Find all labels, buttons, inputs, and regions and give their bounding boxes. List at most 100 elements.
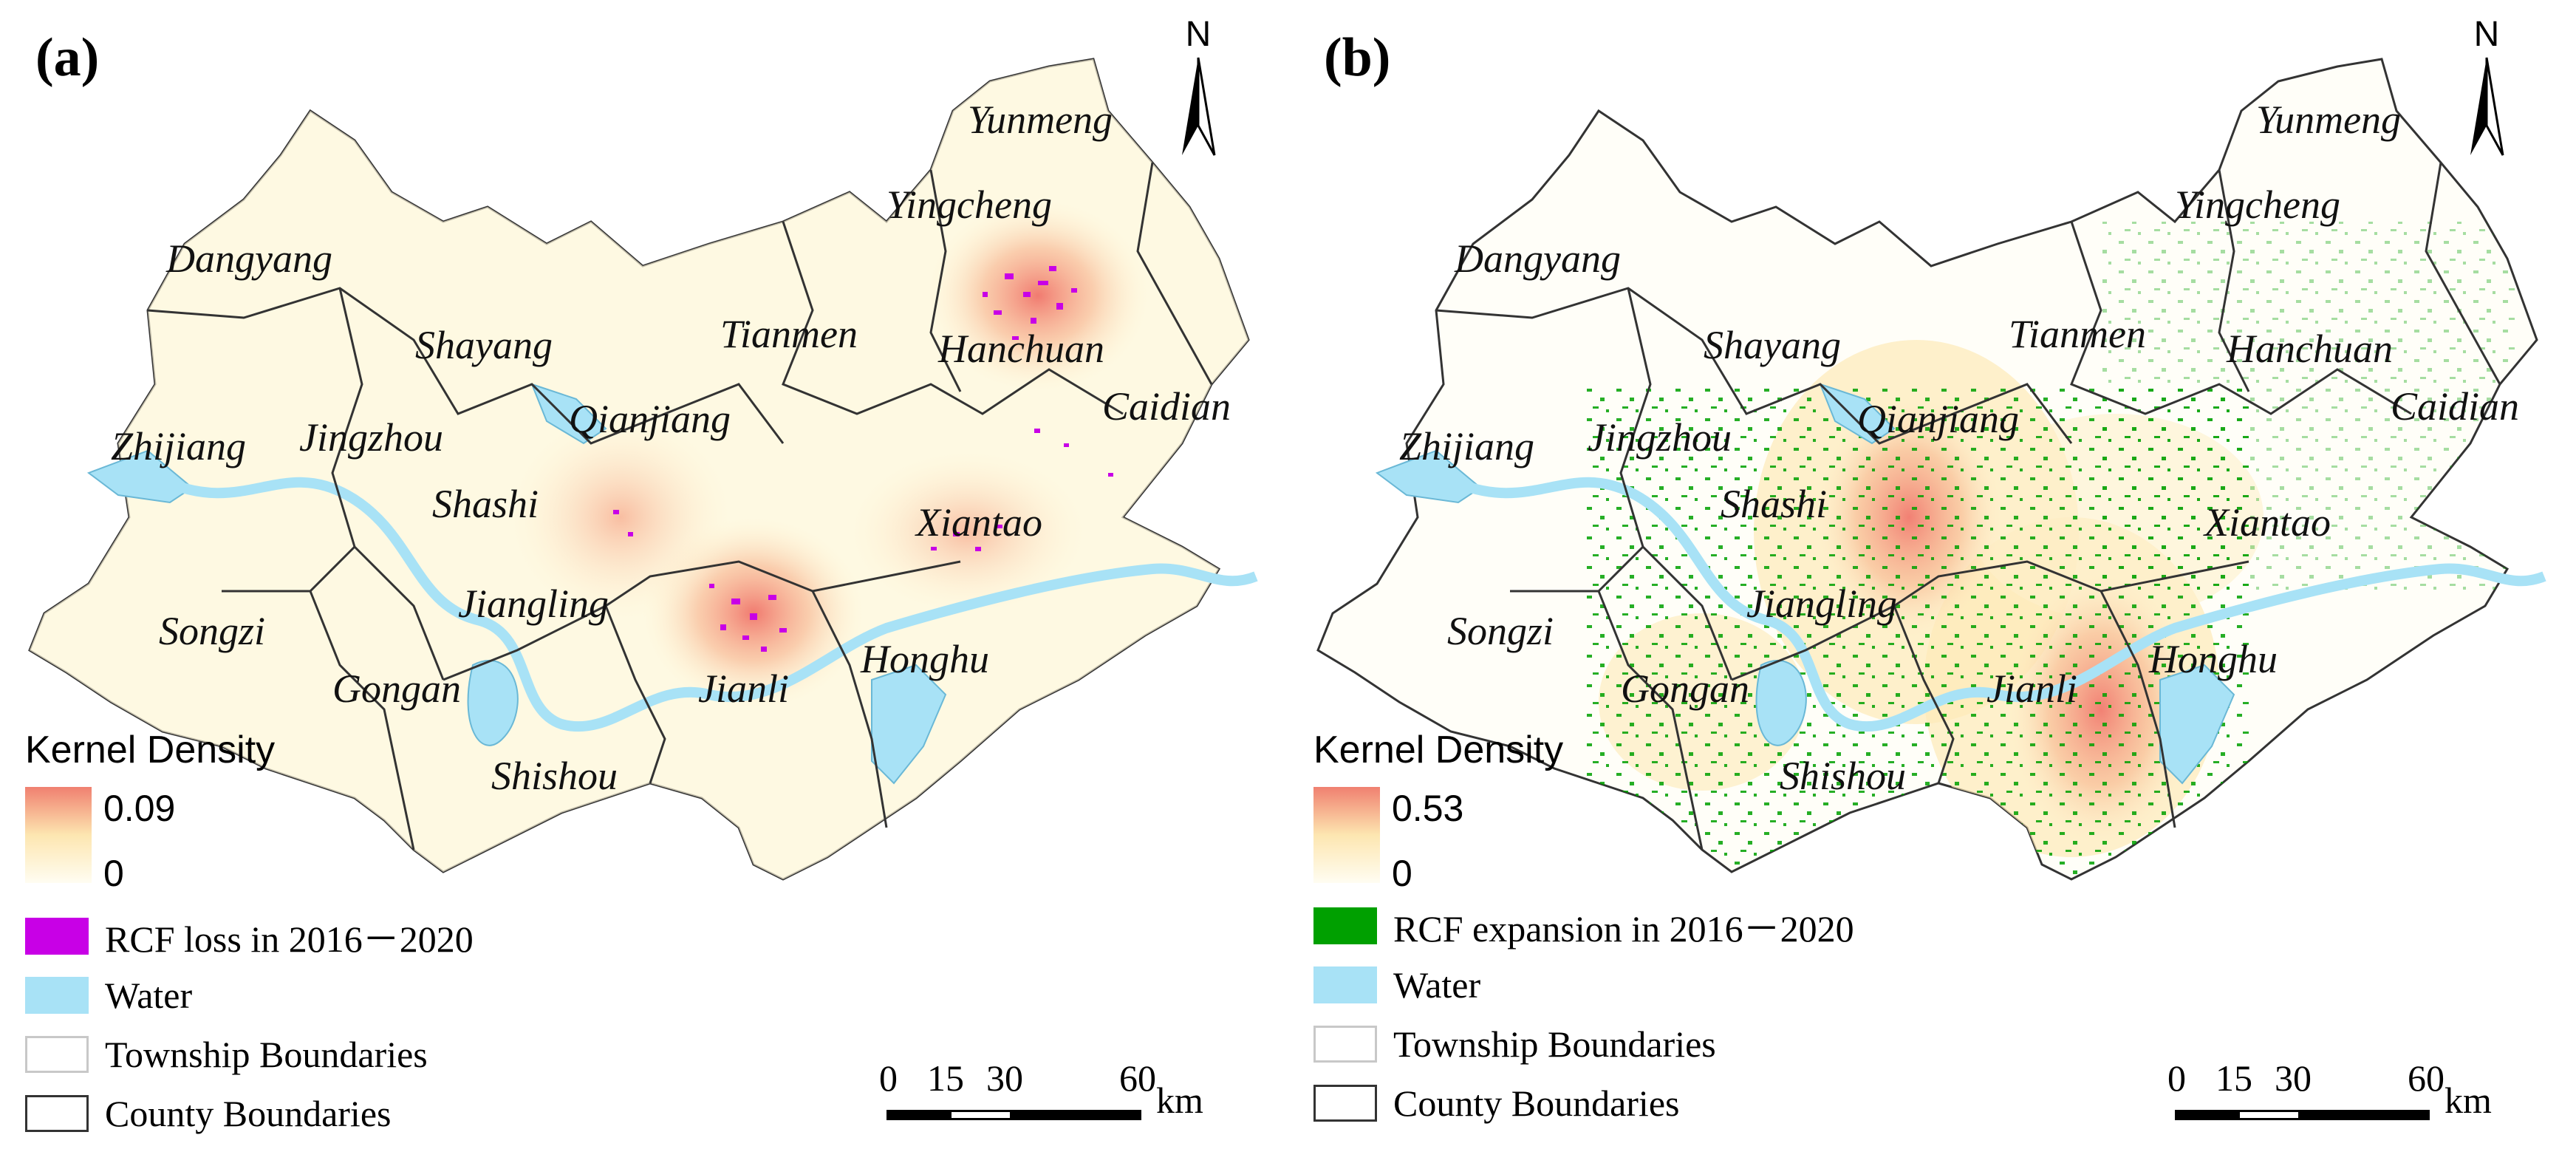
county-label-honghu: Honghu [2148,637,2278,681]
county-label-jingzhou: Jingzhou [1588,415,1732,460]
county-label-caidian: Caidian [2391,384,2519,429]
county-label-shashi: Shashi [432,482,539,526]
ramp-min-label: 0 [1392,853,1412,894]
kernel-density-ramp [25,787,92,883]
yangtze-river [1449,475,2546,732]
legend-label: RCF loss in 2016－2020 [105,918,474,960]
legend-item-county: County Boundaries [1313,1083,1679,1124]
county-label-yingcheng: Yingcheng [886,183,1052,227]
scale-unit: km [2445,1080,2492,1121]
rcf-loss-patches [613,266,1113,652]
legend-item-expansion: RCF expansion in 2016－2020 [1313,905,1854,949]
county-label-jianli: Jianli [698,666,789,711]
north-arrow-icon: N [2470,15,2504,156]
county-label-tianmen: Tianmen [720,312,858,356]
county-label-yunmeng: Yunmeng [2256,98,2401,142]
county-label-qianjiang: Qianjiang [569,397,731,441]
north-arrow-icon: N [1182,15,1216,156]
county-label-honghu: Honghu [860,637,989,681]
expansion-swatch [1313,907,1377,944]
county-label-caidian: Caidian [1102,384,1231,429]
loss-swatch [25,918,89,955]
legend-title: Kernel Density [1313,729,1564,771]
county-label-xiantao: Xiantao [915,500,1042,545]
scale-bar: 0 15 30 60 km [879,1057,1226,1138]
map-panel-a: Yunmeng Yingcheng Dangyang Tianmen Hanch… [22,15,1258,1156]
legend-label: County Boundaries [1393,1083,1680,1124]
county-label-zhijiang: Zhijiang [111,424,246,468]
county-label-songzi: Songzi [1447,609,1554,653]
legend-label: Water [1393,964,1481,1006]
scale-tick: 0 [879,1057,898,1099]
county-label-jingzhou: Jingzhou [299,415,443,460]
county-label-dangyang: Dangyang [165,236,332,281]
legend-label: RCF expansion in 2016－2020 [1393,908,1854,949]
north-label: N [1186,15,1212,54]
legend-item-township: Township Boundaries [25,1034,428,1075]
north-label: N [2474,15,2500,54]
county-label-shayang: Shayang [415,323,553,367]
county-swatch [1313,1085,1377,1122]
county-label-shashi: Shashi [1721,482,1827,526]
county-label-dangyang: Dangyang [1454,236,1621,281]
legend-item-county: County Boundaries [25,1093,391,1134]
density-hotspot-hanchuan [927,200,1149,392]
scale-tick: 0 [2167,1057,2186,1099]
scale-bar: 0 15 30 60 km [2167,1057,2515,1138]
legend-label: Water [105,975,193,1016]
water-layer [1375,383,2235,785]
township-swatch [25,1036,89,1073]
kernel-density-layer [1584,222,2515,879]
water-swatch [25,977,89,1014]
ramp-max-label: 0.09 [103,788,176,829]
study-area-map-a: Yunmeng Yingcheng Dangyang Tianmen Hanch… [28,15,1258,881]
county-label-jiangling: Jiangling [458,582,609,626]
study-area-map-b: Yunmeng Yingcheng Dangyang Tianmen Hanch… [1316,15,2546,881]
legend-item-water: Water [1313,964,1480,1006]
county-label-jianli: Jianli [1986,666,2077,711]
township-swatch [1313,1026,1377,1063]
county-label-shishou: Shishou [491,754,618,798]
scale-tick: 30 [2275,1057,2312,1099]
county-swatch [25,1095,89,1132]
county-label-shishou: Shishou [1780,754,1906,798]
county-label-gongan: Gongan [1621,666,1749,711]
ramp-max-label: 0.53 [1392,788,1464,829]
county-label-songzi: Songzi [159,609,265,653]
county-label-shayang: Shayang [1704,323,1841,367]
kernel-density-ramp [1313,787,1380,883]
ramp-min-label: 0 [103,853,124,894]
county-label-yingcheng: Yingcheng [2175,183,2340,227]
county-label-gongan: Gongan [332,666,461,711]
water-swatch [1313,966,1377,1003]
county-boundaries [147,162,1213,850]
legend-label: Township Boundaries [1393,1023,1716,1065]
legend-item-water: Water [25,975,192,1016]
scale-tick: 30 [986,1057,1023,1099]
scale-unit: km [1156,1080,1203,1121]
county-label-tianmen: Tianmen [2009,312,2146,356]
scale-tick: 60 [1119,1057,1156,1099]
scale-tick: 60 [2408,1057,2445,1099]
legend-title: Kernel Density [25,729,276,771]
map-legend: Kernel Density 0.09 0 RCF loss in 2016－2… [22,728,584,1156]
map-panel-b: Yunmeng Yingcheng Dangyang Tianmen Hanch… [1288,0,2576,1166]
county-boundaries [1435,162,2501,850]
yangtze-river [160,475,1258,732]
legend-item-loss: RCF loss in 2016－2020 [25,916,474,960]
legend-label: Township Boundaries [105,1034,428,1075]
scale-tick: 15 [927,1057,964,1099]
legend-item-township: Township Boundaries [1313,1023,1716,1065]
water-layer [86,383,947,785]
map-legend: Kernel Density 0.53 0 RCF expansion in 2… [1311,728,1872,1156]
panel-label: (b) [1324,27,1391,88]
county-label-xiantao: Xiantao [2203,500,2331,545]
county-label-zhijiang: Zhijiang [1399,424,1534,468]
county-label-yunmeng: Yunmeng [968,98,1113,142]
county-label-jiangling: Jiangling [1746,582,1897,626]
scale-tick: 15 [2215,1057,2252,1099]
county-label-hanchuan: Hanchuan [2226,327,2393,371]
county-label-qianjiang: Qianjiang [1857,397,2019,441]
panel-label: (a) [35,27,100,88]
county-label-hanchuan: Hanchuan [937,327,1104,371]
